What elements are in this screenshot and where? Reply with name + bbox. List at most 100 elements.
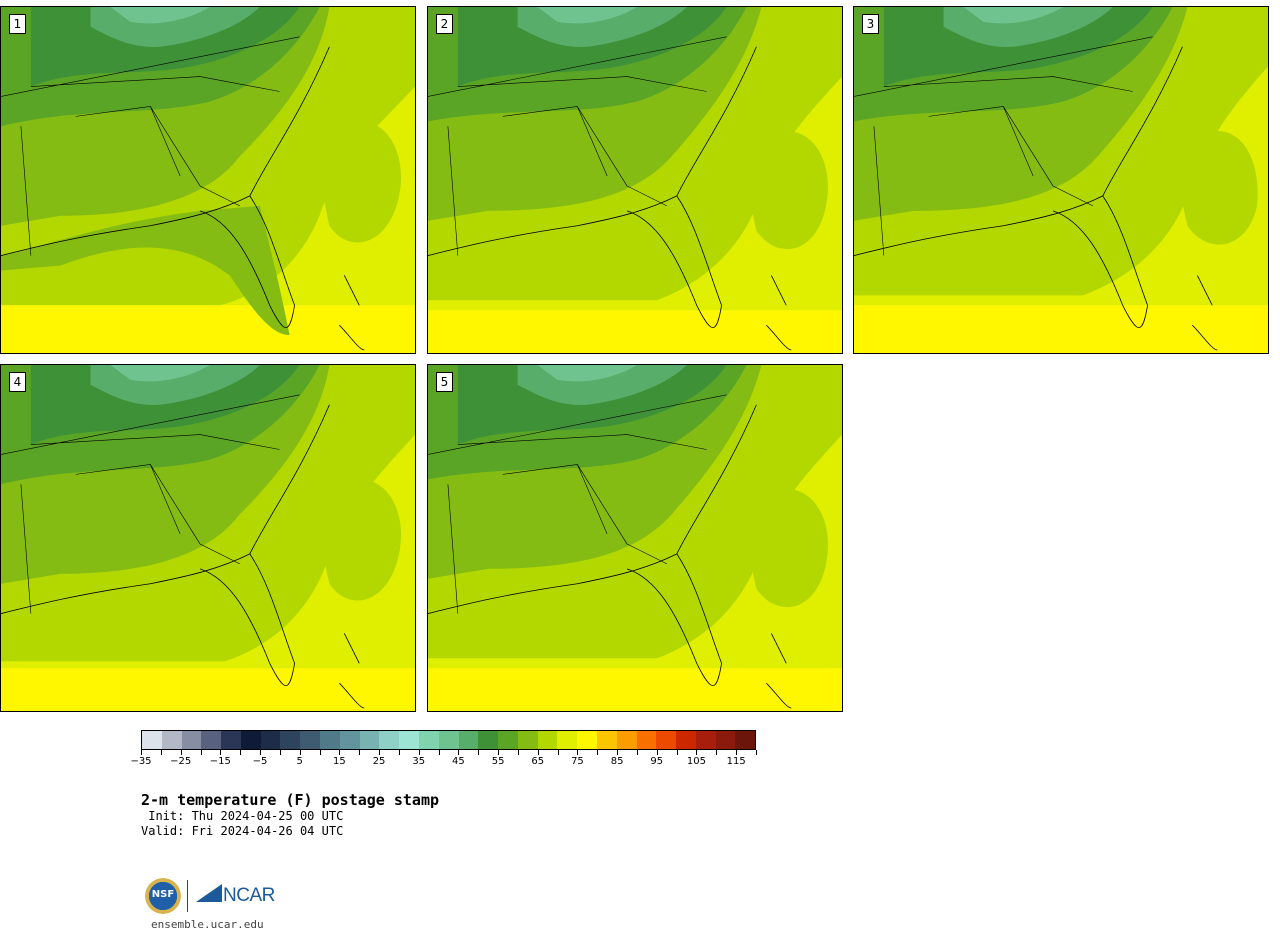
colorbar-segment (161, 731, 182, 749)
colorbar-tick-mark (359, 750, 361, 755)
colorbar-segment (656, 731, 677, 749)
nsf-logo-text: NSF (151, 889, 175, 900)
colorbar-tick-mark (676, 750, 678, 755)
colorbar-tick-label: 65 (531, 756, 545, 767)
colorbar-tick-mark (597, 750, 599, 755)
map-panel-5: 5 (427, 364, 843, 712)
map-panel-1: 1 (0, 6, 416, 354)
colorbar-tick-label: 15 (333, 756, 346, 767)
colorbar-tick-label: 105 (686, 756, 707, 767)
colorbar-tick-mark (537, 750, 539, 755)
colorbar-tick-label: −35 (130, 756, 152, 767)
colorbar-segment (300, 731, 321, 749)
colorbar-segment (498, 731, 518, 749)
colorbar-segment (537, 731, 558, 749)
colorbar-tick-mark (220, 750, 222, 755)
colorbar-segment (557, 731, 578, 749)
colorbar-tick-mark (418, 750, 420, 755)
colorbar-ticks: −35 −25 −15 −5 5 15 25 35 45 55 65 75 85 95 105 115 (130, 750, 757, 770)
panel-number-label: 3 (862, 14, 879, 34)
colorbar-tick-label: −5 (252, 756, 268, 767)
colorbar-tick-mark (319, 750, 321, 755)
colorbar-segment (201, 731, 222, 749)
colorbar-tick-mark (180, 750, 182, 755)
colorbar-tick-mark (260, 750, 262, 755)
colorbar-segment (676, 731, 696, 749)
map-panel-2: 2 (427, 6, 843, 354)
colorbar-tick-mark (696, 750, 698, 755)
colorbar-tick-mark (398, 750, 400, 755)
nsf-logo-icon: NSF (145, 878, 181, 914)
colorbar-tick-label: 35 (412, 756, 426, 767)
colorbar-tick-mark (617, 750, 619, 755)
logo-divider (187, 880, 188, 912)
panel-number-label: 4 (9, 372, 26, 392)
panel-number-label: 5 (436, 372, 453, 392)
colorbar-tick-mark (141, 750, 142, 755)
colorbar-segment (418, 731, 439, 749)
colorbar-segment (616, 731, 637, 749)
colorbar-segment (379, 731, 400, 749)
colorbar-tick-mark (160, 750, 162, 755)
colorbar-segment (695, 731, 716, 749)
colorbar-segment (240, 731, 261, 749)
colorbar-tick-mark (577, 750, 579, 755)
map-panel-3: 3 (853, 6, 1269, 354)
colorbar-segment (280, 731, 301, 749)
colorbar-tick-mark (438, 750, 440, 755)
colorbar-segment (438, 731, 459, 749)
ncar-logo-text: NCAR (223, 885, 275, 906)
temperature-colorbar (141, 730, 756, 750)
colorbar-segment (735, 731, 756, 749)
ncar-mark-icon (196, 884, 222, 902)
colorbar-segment (359, 731, 380, 749)
colorbar-segment (478, 731, 499, 749)
colorbar-tick-mark (339, 750, 341, 755)
figure-title: 2-m temperature (F) postage stamp (141, 791, 440, 809)
colorbar-tick-mark (299, 750, 301, 755)
colorbar-segment (458, 731, 479, 749)
colorbar-tick-mark (279, 750, 281, 755)
colorbar-tick-mark (478, 750, 480, 755)
colorbar-segment (260, 731, 281, 749)
panel-number-label: 2 (436, 14, 453, 34)
colorbar-segment (596, 731, 617, 749)
colorbar-tick-mark (200, 750, 202, 755)
colorbar-tick-mark (498, 750, 500, 755)
colorbar-tick-label: 45 (452, 756, 465, 767)
colorbar-tick-mark (240, 750, 242, 755)
colorbar-segment (517, 731, 538, 749)
colorbar-tick-label: 55 (491, 756, 505, 767)
init-time: Init: Thu 2024-04-25 00 UTC (141, 809, 344, 823)
panel-number-label: 1 (9, 14, 26, 34)
colorbar-segment (221, 731, 241, 749)
colorbar-tick-label: 5 (296, 756, 303, 767)
map-panel-4: 4 (0, 364, 416, 712)
colorbar-tick-mark (517, 750, 519, 755)
temperature-map-5 (428, 365, 842, 711)
colorbar-tick-mark (716, 750, 718, 755)
colorbar-tick-mark (458, 750, 460, 755)
colorbar-tick-label: 25 (372, 756, 386, 767)
colorbar-tick-mark (736, 750, 738, 755)
colorbar-tick-mark (557, 750, 559, 755)
temperature-map-3 (854, 7, 1268, 353)
colorbar-tick-mark (379, 750, 381, 755)
temperature-map-2 (428, 7, 842, 353)
colorbar-tick-mark (656, 750, 658, 755)
colorbar-segment (715, 731, 736, 749)
colorbar-tick-label: 85 (610, 756, 624, 767)
colorbar-segment (320, 731, 340, 749)
colorbar-segment (142, 731, 162, 749)
colorbar-segment (399, 731, 419, 749)
colorbar-tick-mark (756, 750, 757, 755)
colorbar-segment (339, 731, 360, 749)
colorbar-segment (181, 731, 202, 749)
valid-time: Valid: Fri 2024-04-26 04 UTC (141, 824, 344, 838)
colorbar-segment (577, 731, 597, 749)
colorbar-tick-label: −25 (170, 756, 192, 767)
colorbar-tick-label: 75 (571, 756, 584, 767)
colorbar-tick-mark (636, 750, 638, 755)
colorbar-segment (636, 731, 657, 749)
colorbar-tick-label: 95 (650, 756, 664, 767)
